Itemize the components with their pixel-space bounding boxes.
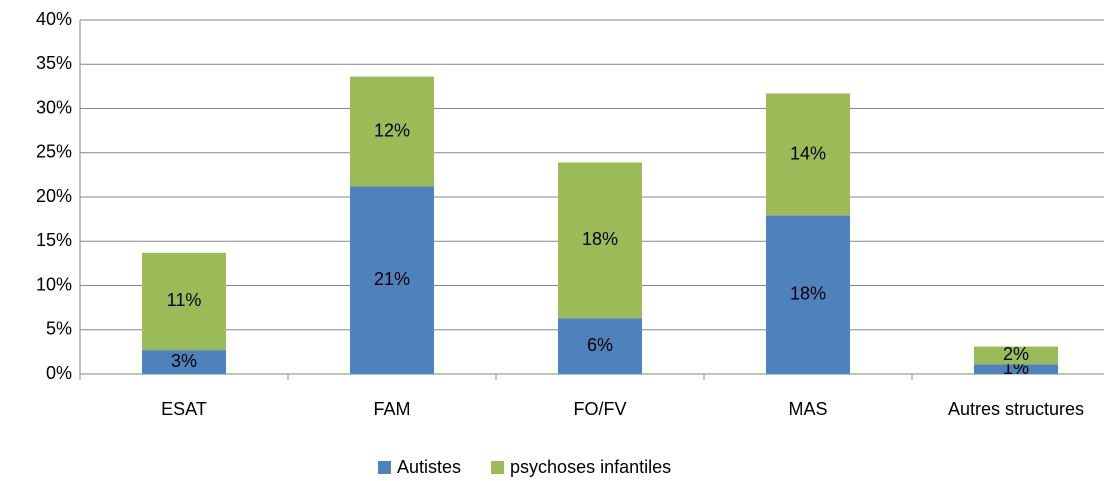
bar-segment — [766, 215, 850, 374]
x-tick-label: FO/FV — [574, 399, 627, 419]
data-label: 14% — [790, 143, 826, 163]
y-tick-label: 10% — [36, 274, 72, 294]
bar-segment — [974, 364, 1058, 374]
legend-label: Autistes — [397, 457, 461, 477]
y-tick-label: 0% — [46, 363, 72, 383]
bar-segment — [558, 318, 642, 374]
data-label: 18% — [790, 284, 826, 304]
y-tick-label: 5% — [46, 319, 72, 339]
y-tick-label: 30% — [36, 97, 72, 117]
y-tick-label: 15% — [36, 230, 72, 250]
legend-swatch — [491, 461, 505, 474]
bar-segment — [142, 252, 226, 351]
bar-segment — [766, 93, 850, 216]
data-label: 6% — [587, 335, 613, 355]
data-label: 3% — [171, 351, 197, 371]
x-tick-label: MAS — [788, 399, 827, 419]
data-label: 11% — [167, 290, 202, 310]
data-label: 18% — [582, 229, 618, 249]
data-label: 21% — [374, 269, 410, 289]
y-tick-label: 40% — [36, 9, 72, 29]
bar-segment — [558, 162, 642, 319]
x-tick-label: Autres structures — [948, 399, 1084, 419]
x-tick-label: ESAT — [161, 399, 207, 419]
bar-segment — [142, 350, 226, 374]
data-label: 2% — [1003, 344, 1029, 364]
y-tick-label: 35% — [36, 53, 72, 73]
bar-segment — [974, 346, 1058, 365]
bar-segment — [350, 76, 434, 187]
y-tick-label: 25% — [36, 142, 72, 162]
x-tick-label: FAM — [373, 399, 410, 419]
bar-segment — [350, 186, 434, 374]
legend-label: psychoses infantiles — [510, 457, 671, 477]
y-tick-label: 20% — [36, 186, 72, 206]
data-label: 12% — [374, 120, 410, 140]
legend-swatch — [378, 461, 391, 474]
